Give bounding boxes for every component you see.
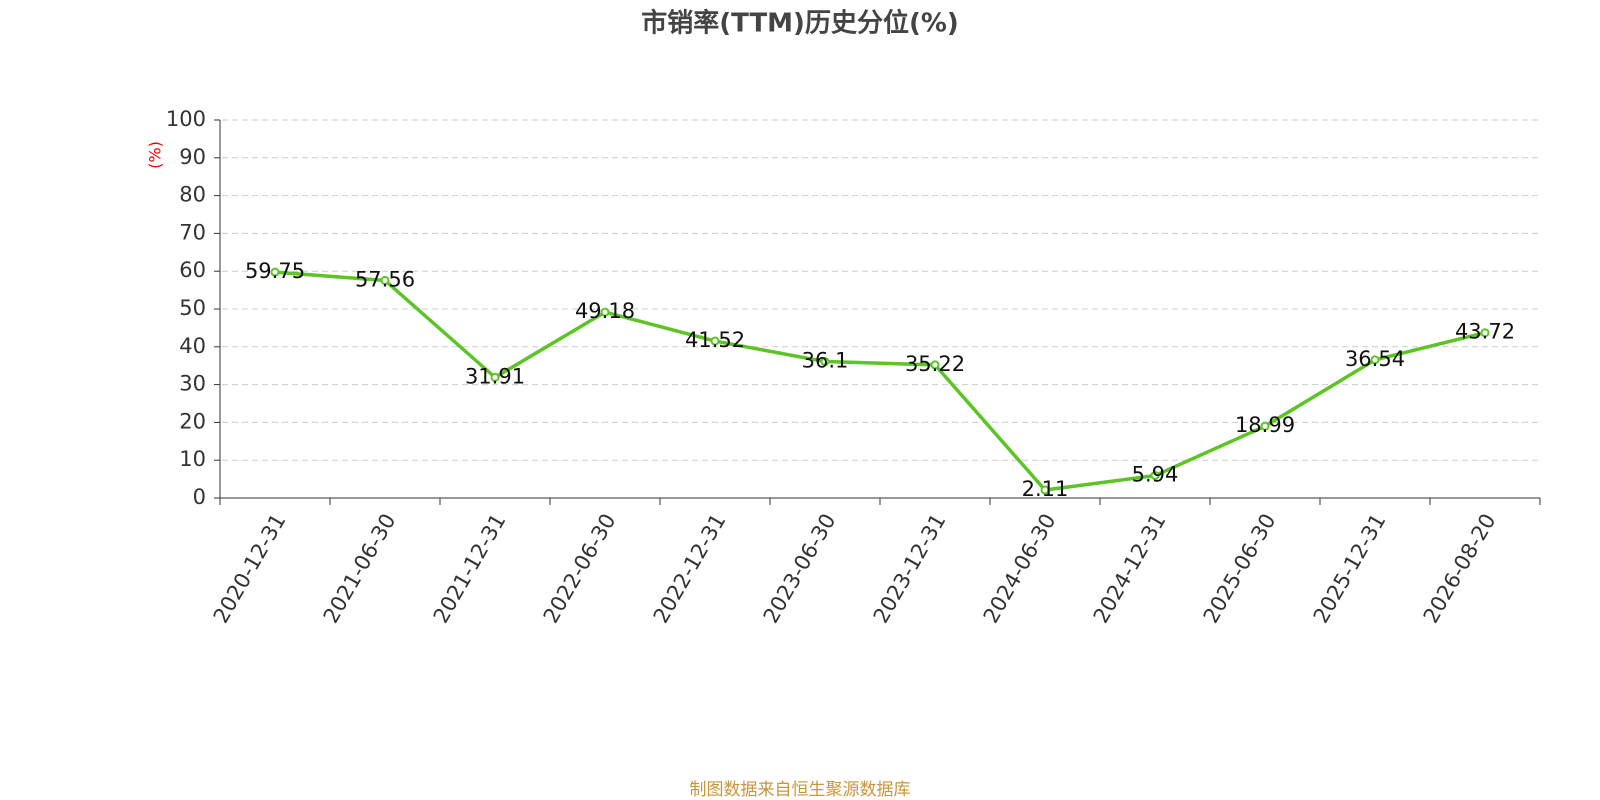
x-tick-label: 2026-08-20: [1419, 510, 1501, 628]
y-axis-label: (%): [146, 141, 165, 169]
y-tick-label: 90: [179, 145, 206, 169]
y-tick-label: 20: [179, 409, 206, 433]
x-tick-label: 2023-06-30: [759, 510, 841, 628]
point: [1370, 355, 1380, 365]
point: [600, 307, 610, 317]
data-label: 59.75: [245, 259, 305, 283]
x-tick-label: 2024-12-31: [1089, 510, 1171, 628]
x-tick-label: 2022-12-31: [649, 510, 731, 628]
y-tick-label: 40: [179, 334, 206, 358]
point: [490, 372, 500, 382]
source-note: 制图数据来自恒生聚源数据库: [690, 780, 911, 800]
point: [1150, 471, 1160, 481]
line: [274, 270, 1486, 492]
point: [1260, 421, 1270, 431]
x-tick-label: 2022-06-30: [539, 510, 621, 628]
y-tick-label: 80: [179, 183, 206, 207]
point: [1040, 485, 1050, 495]
point: [820, 357, 830, 367]
y-tick-label: 10: [179, 447, 206, 471]
point: [380, 275, 390, 285]
y-tick-label: 50: [179, 296, 206, 320]
y-tick-label: 30: [179, 372, 206, 396]
data-label: 35.22: [905, 352, 965, 376]
x-tick-label: 2021-12-31: [429, 510, 511, 628]
x-tick-label: 2021-06-30: [319, 510, 401, 628]
data-label: 41.52: [685, 328, 745, 352]
y-tick-label: 60: [179, 258, 206, 282]
x-tick-label: 2024-06-30: [979, 510, 1061, 628]
y-tick-label: 100: [166, 107, 206, 131]
x-tick-label: 2025-06-30: [1199, 510, 1281, 628]
data-label: 36.1: [802, 349, 849, 373]
data-label: 36.54: [1345, 347, 1405, 371]
data-label: 5.94: [1132, 463, 1179, 487]
y-tick-label: 70: [179, 220, 206, 244]
point: [710, 336, 720, 346]
point: [1480, 328, 1490, 338]
point: [930, 360, 940, 370]
x-tick-label: 2025-12-31: [1309, 510, 1391, 628]
point: [270, 267, 280, 277]
data-label: 49.18: [575, 299, 635, 323]
x-tick-label: 2023-12-31: [869, 510, 951, 628]
data-label: 18.99: [1235, 413, 1295, 437]
data-label: 57.56: [355, 267, 415, 291]
data-label: 31.91: [465, 364, 525, 388]
chart-title: 市销率(TTM)历史分位(%): [641, 8, 959, 39]
data-label: 43.72: [1455, 320, 1515, 344]
x-tick-label: 2020-12-31: [209, 510, 291, 628]
y-tick-label: 0: [193, 485, 206, 509]
data-label: 2.11: [1022, 477, 1069, 501]
